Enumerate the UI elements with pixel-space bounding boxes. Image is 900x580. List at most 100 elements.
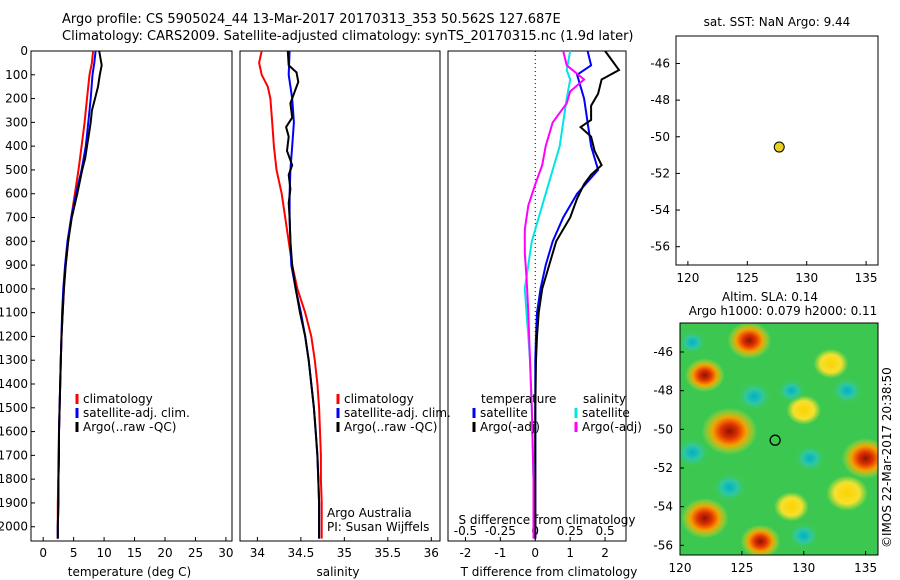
legend-title-salinity: salinity bbox=[583, 392, 626, 406]
difference-panel-frame bbox=[447, 50, 627, 542]
sla-map-x-tick-label: 125 bbox=[730, 561, 753, 575]
sla-map-y-tick-label: -50 bbox=[653, 422, 673, 436]
sst-map-panel: sat. SST: NaN Argo: 9.44 -46 -48 -50 -52 -54 -… bbox=[650, 15, 879, 285]
salinity-panel: 34 34.5 35 35.5 36 salinity climatologysatelli… bbox=[239, 50, 451, 579]
difference-x-tick-label: -1 bbox=[494, 546, 506, 560]
sla-anomaly-blob bbox=[736, 381, 772, 412]
temperature-x-tick-label: 30 bbox=[218, 546, 233, 560]
series-line-satellite-adj-clim- bbox=[287, 50, 321, 539]
sst-map-y-tick-label: -54 bbox=[650, 203, 670, 217]
legend-label: Argo(-adj) bbox=[480, 420, 540, 434]
figure-title-line2: Climatology: CARS2009. Satellite-adjuste… bbox=[62, 29, 634, 44]
series-line-climatology bbox=[258, 50, 323, 539]
sla-anomaly-blob bbox=[788, 522, 820, 549]
salinity-x-tick-label: 36 bbox=[424, 546, 439, 560]
sla-map-frame bbox=[679, 322, 879, 556]
salinity-x-tick-label: 35 bbox=[337, 546, 352, 560]
sst-map-x-tick-label: 135 bbox=[855, 271, 878, 285]
temperature-x-tick-label: 25 bbox=[188, 546, 203, 560]
y-tick-label: 600 bbox=[5, 187, 28, 201]
annotation-line2: PI: Susan Wijffels bbox=[327, 520, 429, 534]
sla-anomaly-blob bbox=[712, 472, 747, 503]
difference-x-tick-label: 1 bbox=[566, 546, 574, 560]
series-line-argo-raw-qc- bbox=[285, 50, 321, 539]
y-tick-label: 200 bbox=[5, 92, 28, 106]
sla-anomaly-blob bbox=[774, 491, 809, 522]
salinity-diff-tick-label: 0.25 bbox=[557, 524, 584, 538]
imos-timestamp-label: ©IMOS 22-Mar-2017 20:38:50 bbox=[880, 367, 894, 548]
sla-anomaly-blob bbox=[813, 348, 849, 379]
series-line-salinity-satellite bbox=[523, 50, 572, 539]
y-tick-label: 1100 bbox=[0, 306, 28, 320]
difference-x-tick-label: 0 bbox=[531, 546, 539, 560]
legend-label: satellite bbox=[582, 406, 630, 420]
salinity-diff-tick-label: -0.5 bbox=[454, 524, 477, 538]
sla-anomaly-blob bbox=[727, 323, 772, 359]
y-tick-label: 1800 bbox=[0, 472, 28, 486]
temperature-panel-frame bbox=[30, 50, 233, 542]
temperature-x-tick-label: 20 bbox=[157, 546, 172, 560]
y-tick-label: 900 bbox=[5, 258, 28, 272]
sla-map-title-line2: Argo h1000: 0.079 h2000: 0.11 bbox=[689, 304, 878, 318]
y-tick-label: 1200 bbox=[0, 329, 28, 343]
salinity-diff-tick-label: 0.5 bbox=[596, 524, 615, 538]
temperature-x-tick-label: 0 bbox=[39, 546, 47, 560]
temperature-x-tick-label: 15 bbox=[127, 546, 142, 560]
difference-x-label-top: S difference from climatology bbox=[459, 513, 636, 527]
series-line-temperature-argo-adj- bbox=[534, 50, 621, 539]
sla-map-y-tick-label: -46 bbox=[653, 345, 673, 359]
salinity-panel-frame bbox=[239, 50, 441, 542]
sla-map-y-tick-label: -52 bbox=[653, 461, 673, 475]
figure-title-line1: Argo profile: CS 5905024_44 13-Mar-2017 … bbox=[62, 12, 561, 27]
legend-label: satellite bbox=[480, 406, 528, 420]
sla-anomaly-blob bbox=[777, 378, 806, 403]
temperature-panel: 0100200300400500600700800900100011001200… bbox=[0, 44, 234, 579]
legend-label: Argo(..raw -QC) bbox=[344, 420, 437, 434]
y-tick-label: 1600 bbox=[0, 425, 28, 439]
y-tick-label: 2000 bbox=[0, 520, 28, 534]
sst-map-title: sat. SST: NaN Argo: 9.44 bbox=[704, 15, 851, 29]
difference-x-label: T difference from climatology bbox=[460, 565, 638, 579]
temperature-x-label: temperature (deg C) bbox=[68, 565, 191, 579]
y-tick-label: 400 bbox=[5, 139, 28, 153]
sla-anomaly-blob bbox=[740, 524, 781, 555]
y-tick-label: 1400 bbox=[0, 377, 28, 391]
argo-position-ring bbox=[769, 434, 781, 446]
salinity-x-tick-label: 34.5 bbox=[288, 546, 315, 560]
argo-position-marker bbox=[773, 141, 785, 153]
y-tick-label: 500 bbox=[5, 163, 28, 177]
sla-anomaly-blob bbox=[841, 438, 878, 479]
sst-map-y-tick-label: -48 bbox=[650, 93, 670, 107]
legend-label: climatology bbox=[83, 392, 153, 406]
sla-map-x-tick-label: 120 bbox=[669, 561, 692, 575]
series-line-salinity-argo-adj- bbox=[523, 50, 586, 539]
y-tick-label: 0 bbox=[20, 44, 28, 58]
y-tick-label: 1700 bbox=[0, 448, 28, 462]
difference-x-tick-label: 2 bbox=[601, 546, 609, 560]
legend-label: Argo(..raw -QC) bbox=[83, 420, 176, 434]
legend-label: satellite-adj. clim. bbox=[344, 406, 451, 420]
sla-anomaly-blob bbox=[680, 437, 710, 468]
series-line-temperature-satellite bbox=[534, 50, 600, 539]
salinity-x-label: salinity bbox=[316, 565, 359, 579]
sla-map-x-tick-label: 130 bbox=[792, 561, 815, 575]
y-tick-label: 1500 bbox=[0, 401, 28, 415]
sla-anomaly-blob bbox=[786, 395, 822, 425]
salinity-x-tick-label: 34 bbox=[250, 546, 265, 560]
sla-map-y-tick-label: -54 bbox=[653, 500, 673, 514]
sla-anomaly-blob bbox=[684, 358, 725, 393]
y-tick-label: 700 bbox=[5, 211, 28, 225]
sla-map-y-tick-label: -48 bbox=[653, 384, 673, 398]
legend-label: satellite-adj. clim. bbox=[83, 406, 190, 420]
salinity-x-tick-label: 35.5 bbox=[374, 546, 401, 560]
y-tick-label: 800 bbox=[5, 234, 28, 248]
sst-map-y-tick-label: -56 bbox=[650, 240, 670, 254]
y-tick-label: 100 bbox=[5, 68, 28, 82]
sla-map-title-line1: Altim. SLA: 0.14 bbox=[722, 290, 818, 304]
sla-anomaly-blob bbox=[680, 330, 707, 355]
y-tick-label: 1000 bbox=[0, 282, 28, 296]
sla-field bbox=[680, 323, 878, 555]
sla-anomaly-blob bbox=[826, 475, 868, 511]
y-tick-label: 300 bbox=[5, 115, 28, 129]
